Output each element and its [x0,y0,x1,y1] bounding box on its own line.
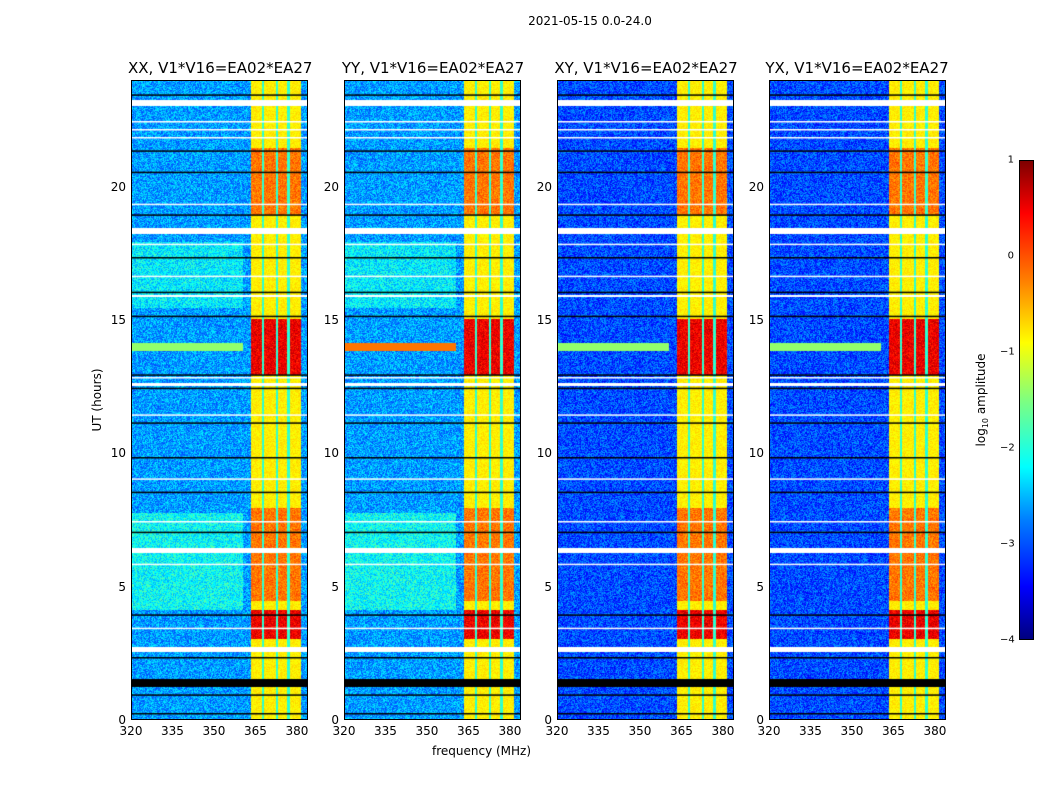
y-tick-label: 20 [536,179,552,194]
y-tick-label: 10 [110,446,126,461]
y-tick-label: 15 [323,313,339,327]
heatmap-panel-xx [131,80,308,720]
y-tick-label: 5 [544,579,552,594]
heatmap-canvas-xx [132,81,307,719]
x-tick-label: 320 [119,724,143,738]
y-tick-label: 15 [110,313,126,327]
y-tick-label: 20 [323,179,339,194]
colorbar [1019,160,1034,640]
heatmap-panel-yy [344,80,521,720]
heatmap-canvas-xy [558,81,733,719]
heatmap-canvas-yy [345,81,520,719]
panel-title-yy: YY, V1*V16=EA02*EA27 [341,59,525,77]
x-tick-label: 320 [545,724,569,738]
heatmap-canvas-yx [770,81,945,719]
heatmap-panel-xy [557,80,734,720]
figure-title: 2021-05-15 0.0-24.0 [528,14,652,28]
x-tick-label: 335 [587,724,610,738]
x-tick-label: 320 [332,724,356,738]
y-tick-label: 0 [118,713,126,727]
x-tick-label: 320 [757,724,781,738]
colorbar-tick-label: 1 [1007,154,1014,166]
y-tick-label: 10 [748,446,764,461]
x-tick-label: 365 [457,724,480,738]
heatmap-panel-yx [769,80,946,720]
colorbar-tick-label: −1 [1000,346,1015,358]
panel-title-yx: YX, V1*V16=EA02*EA27 [765,59,949,77]
colorbar-tick-label: −2 [1000,442,1015,454]
y-tick-label: 15 [748,313,764,327]
x-tick-label: 380 [285,724,309,738]
x-tick-label: 335 [161,724,184,738]
y-tick-label: 0 [544,713,552,727]
x-tick-label: 380 [923,724,947,738]
panel-title-xx: XX, V1*V16=EA02*EA27 [128,59,313,77]
x-tick-label: 335 [799,724,822,738]
y-tick-label: 5 [756,579,764,594]
y-tick-label: 15 [536,313,552,327]
x-tick-label: 350 [840,724,864,738]
y-tick-label: 10 [323,446,339,461]
y-tick-label: 5 [118,579,126,594]
y-tick-label: 5 [331,579,339,594]
x-tick-label: 350 [415,724,439,738]
x-tick-label: 365 [670,724,693,738]
y-tick-label: 20 [110,179,126,194]
colorbar-label: log10 amplitude [973,353,991,447]
x-tick-label: 365 [882,724,905,738]
x-tick-label: 350 [628,724,652,738]
y-tick-label: 0 [756,713,764,727]
colorbar-tick-label: 0 [1007,250,1014,262]
y-axis-label: UT (hours) [90,368,104,432]
x-tick-label: 380 [498,724,522,738]
x-tick-label: 365 [244,724,267,738]
x-tick-label: 350 [202,724,226,738]
y-tick-label: 0 [331,713,339,727]
colorbar-tick-label: −3 [1000,538,1015,550]
x-tick-label: 335 [374,724,397,738]
x-tick-label: 380 [711,724,735,738]
colorbar-tick-label: −4 [1000,634,1015,646]
x-axis-label: frequency (MHz) [432,744,532,758]
panel-title-xy: XY, V1*V16=EA02*EA27 [554,59,738,77]
y-tick-label: 10 [536,446,552,461]
y-tick-label: 20 [748,179,764,194]
